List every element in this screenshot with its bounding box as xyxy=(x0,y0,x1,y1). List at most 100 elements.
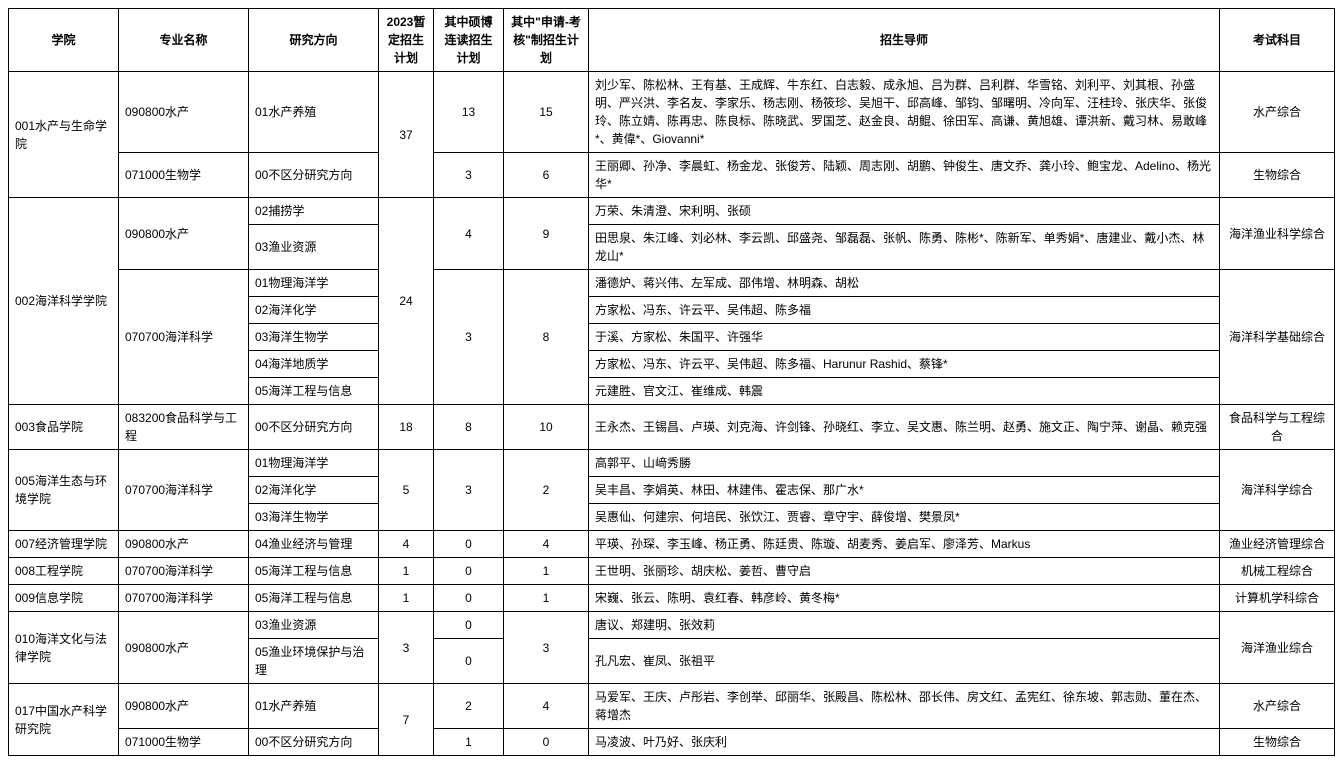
cell-direction: 05海洋工程与信息 xyxy=(249,558,379,585)
cell-subject: 海洋科学综合 xyxy=(1220,450,1335,531)
cell-advisors: 王世明、张丽珍、胡庆松、姜哲、曹守启 xyxy=(589,558,1220,585)
cell-plan1: 5 xyxy=(379,450,434,531)
cell-direction: 03渔业资源 xyxy=(249,612,379,639)
cell-direction: 03海洋生物学 xyxy=(249,504,379,531)
table-row: 003食品学院083200食品科学与工程00不区分研究方向18810王永杰、王锡… xyxy=(9,405,1335,450)
cell-college: 009信息学院 xyxy=(9,585,119,612)
cell-plan3: 3 xyxy=(504,612,589,684)
cell-major: 070700海洋科学 xyxy=(119,450,249,531)
cell-advisors: 万荣、朱清澄、宋利明、张硕 xyxy=(589,198,1220,225)
cell-advisors: 方家松、冯东、许云平、吴伟超、陈多福、Harunur Rashid、蔡锋* xyxy=(589,351,1220,378)
cell-direction: 05渔业环境保护与治理 xyxy=(249,639,379,684)
cell-advisors: 马凌波、叶乃好、张庆利 xyxy=(589,729,1220,756)
header-major: 专业名称 xyxy=(119,9,249,72)
cell-plan2: 3 xyxy=(434,270,504,405)
cell-subject: 计算机学科综合 xyxy=(1220,585,1335,612)
cell-college: 008工程学院 xyxy=(9,558,119,585)
admissions-table: 学院 专业名称 研究方向 2023暂定招生计划 其中硕博连读招生计划 其中"申请… xyxy=(8,8,1335,756)
cell-advisors: 唐议、郑建明、张效莉 xyxy=(589,612,1220,639)
cell-plan2: 2 xyxy=(434,684,504,729)
cell-advisors: 元建胜、官文江、崔维成、韩震 xyxy=(589,378,1220,405)
cell-subject: 水产综合 xyxy=(1220,684,1335,729)
table-row: 010海洋文化与法律学院090800水产03渔业资源303唐议、郑建明、张效莉海… xyxy=(9,612,1335,639)
cell-plan3: 15 xyxy=(504,72,589,153)
table-row: 017中国水产科学研究院090800水产01水产养殖724马爱军、王庆、卢彤岩、… xyxy=(9,684,1335,729)
cell-plan3: 9 xyxy=(504,198,589,270)
cell-direction: 00不区分研究方向 xyxy=(249,729,379,756)
cell-subject: 生物综合 xyxy=(1220,729,1335,756)
cell-college: 010海洋文化与法律学院 xyxy=(9,612,119,684)
cell-subject: 海洋科学基础综合 xyxy=(1220,270,1335,405)
cell-plan3: 0 xyxy=(504,729,589,756)
cell-plan1: 24 xyxy=(379,198,434,405)
cell-subject: 食品科学与工程综合 xyxy=(1220,405,1335,450)
cell-plan2: 4 xyxy=(434,198,504,270)
cell-subject: 海洋渔业综合 xyxy=(1220,612,1335,684)
header-plan2: 其中硕博连读招生计划 xyxy=(434,9,504,72)
cell-plan2: 3 xyxy=(434,450,504,531)
cell-plan3: 6 xyxy=(504,153,589,198)
cell-direction: 04渔业经济与管理 xyxy=(249,531,379,558)
cell-subject: 生物综合 xyxy=(1220,153,1335,198)
cell-direction: 02捕捞学 xyxy=(249,198,379,225)
cell-advisors: 王永杰、王锡昌、卢瑛、刘克海、许剑锋、孙晓红、李立、吴文惠、陈兰明、赵勇、施文正… xyxy=(589,405,1220,450)
header-plan1: 2023暂定招生计划 xyxy=(379,9,434,72)
cell-major: 070700海洋科学 xyxy=(119,585,249,612)
cell-plan2: 3 xyxy=(434,153,504,198)
cell-plan2: 0 xyxy=(434,558,504,585)
cell-direction: 03渔业资源 xyxy=(249,225,379,270)
cell-plan1: 37 xyxy=(379,72,434,198)
cell-advisors: 吴丰昌、李娟英、林田、林建伟、霍志保、那广水* xyxy=(589,477,1220,504)
cell-plan2: 0 xyxy=(434,612,504,639)
cell-plan3: 10 xyxy=(504,405,589,450)
cell-plan1: 1 xyxy=(379,558,434,585)
cell-major: 071000生物学 xyxy=(119,729,249,756)
header-subject: 考试科目 xyxy=(1220,9,1335,72)
cell-direction: 03海洋生物学 xyxy=(249,324,379,351)
cell-plan1: 1 xyxy=(379,585,434,612)
cell-major: 071000生物学 xyxy=(119,153,249,198)
cell-plan2: 13 xyxy=(434,72,504,153)
table-row: 005海洋生态与环境学院070700海洋科学01物理海洋学532高郭平、山﨑秀勝… xyxy=(9,450,1335,477)
cell-direction: 00不区分研究方向 xyxy=(249,153,379,198)
table-row: 070700海洋科学01物理海洋学38潘德炉、蒋兴伟、左军成、邵伟增、林明森、胡… xyxy=(9,270,1335,297)
cell-plan2: 1 xyxy=(434,729,504,756)
cell-advisors: 王丽卿、孙净、李晨虹、杨金龙、张俊芳、陆颖、周志刚、胡鹏、钟俊生、唐文乔、龚小玲… xyxy=(589,153,1220,198)
cell-advisors: 方家松、冯东、许云平、吴伟超、陈多福 xyxy=(589,297,1220,324)
cell-college: 001水产与生命学院 xyxy=(9,72,119,198)
cell-advisors: 高郭平、山﨑秀勝 xyxy=(589,450,1220,477)
cell-direction: 01水产养殖 xyxy=(249,684,379,729)
table-row: 009信息学院070700海洋科学05海洋工程与信息101宋巍、张云、陈明、袁红… xyxy=(9,585,1335,612)
cell-plan2: 0 xyxy=(434,639,504,684)
table-row: 007经济管理学院090800水产04渔业经济与管理404平瑛、孙琛、李玉峰、杨… xyxy=(9,531,1335,558)
cell-college: 002海洋科学学院 xyxy=(9,198,119,405)
cell-subject: 水产综合 xyxy=(1220,72,1335,153)
cell-plan2: 8 xyxy=(434,405,504,450)
cell-direction: 02海洋化学 xyxy=(249,297,379,324)
cell-advisors: 孔凡宏、崔凤、张祖平 xyxy=(589,639,1220,684)
cell-direction: 01水产养殖 xyxy=(249,72,379,153)
cell-major: 090800水产 xyxy=(119,198,249,270)
cell-plan2: 0 xyxy=(434,531,504,558)
cell-major: 070700海洋科学 xyxy=(119,270,249,405)
cell-plan3: 4 xyxy=(504,531,589,558)
cell-major: 070700海洋科学 xyxy=(119,558,249,585)
table-row: 008工程学院070700海洋科学05海洋工程与信息101王世明、张丽珍、胡庆松… xyxy=(9,558,1335,585)
cell-advisors: 吴惠仙、何建宗、何培民、张饮江、贾睿、章守宇、薛俊增、樊景凤* xyxy=(589,504,1220,531)
header-college: 学院 xyxy=(9,9,119,72)
header-plan3: 其中"申请-考核"制招生计划 xyxy=(504,9,589,72)
cell-subject: 机械工程综合 xyxy=(1220,558,1335,585)
cell-major: 090800水产 xyxy=(119,612,249,684)
cell-college: 005海洋生态与环境学院 xyxy=(9,450,119,531)
cell-major: 090800水产 xyxy=(119,531,249,558)
cell-college: 007经济管理学院 xyxy=(9,531,119,558)
cell-direction: 01物理海洋学 xyxy=(249,450,379,477)
table-row: 001水产与生命学院090800水产01水产养殖371315刘少军、陈松林、王有… xyxy=(9,72,1335,153)
cell-major: 083200食品科学与工程 xyxy=(119,405,249,450)
cell-advisors: 平瑛、孙琛、李玉峰、杨正勇、陈廷贵、陈璇、胡麦秀、姜启军、廖泽芳、Markus xyxy=(589,531,1220,558)
table-row: 071000生物学00不区分研究方向 10马凌波、叶乃好、张庆利生物综合 xyxy=(9,729,1335,756)
cell-direction: 05海洋工程与信息 xyxy=(249,378,379,405)
table-body: 001水产与生命学院090800水产01水产养殖371315刘少军、陈松林、王有… xyxy=(9,72,1335,756)
cell-plan1: 7 xyxy=(379,684,434,756)
cell-plan3: 2 xyxy=(504,450,589,531)
